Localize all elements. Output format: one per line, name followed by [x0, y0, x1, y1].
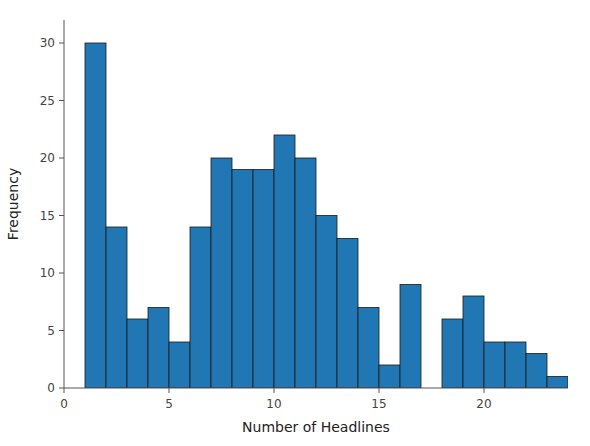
bar [295, 158, 316, 388]
y-tick [59, 388, 64, 389]
x-tick [379, 388, 380, 393]
y-axis-line [64, 20, 65, 388]
bar [211, 158, 232, 388]
bar [169, 342, 190, 388]
y-tick-label: 5 [47, 324, 55, 338]
bar [358, 308, 379, 389]
x-tick-label: 20 [476, 397, 491, 411]
bar [190, 227, 211, 388]
x-tick-label: 10 [266, 397, 281, 411]
x-tick-label: 0 [60, 397, 68, 411]
chart-container: 0 5 10 15 20 0 5 10 15 20 25 30 Number of Headlines F… [0, 0, 590, 446]
bar [106, 227, 127, 388]
y-tick [59, 330, 64, 331]
bar [85, 43, 106, 388]
bar [253, 170, 274, 389]
x-axis-label: Number of Headlines [242, 419, 390, 435]
bar [337, 239, 358, 389]
bar [127, 319, 148, 388]
y-tick-label: 0 [47, 381, 55, 395]
bars [85, 43, 568, 388]
x-tick-label: 5 [165, 397, 173, 411]
bar [442, 319, 463, 388]
bar [148, 308, 169, 389]
bar [400, 285, 421, 389]
bar [505, 342, 526, 388]
y-axis-label: Frequency [5, 168, 21, 240]
bar [379, 365, 400, 388]
y-tick-label: 15 [40, 209, 55, 223]
bar [274, 135, 295, 388]
chart-svg: 0 5 10 15 20 0 5 10 15 20 25 30 Number of Headlines F… [0, 0, 590, 446]
y-tick [59, 273, 64, 274]
bar [463, 296, 484, 388]
x-axis-line [64, 388, 568, 389]
bar [316, 216, 337, 389]
y-tick [59, 215, 64, 216]
x-tick-label: 15 [371, 397, 386, 411]
y-tick [59, 100, 64, 101]
bar [232, 170, 253, 389]
bar [484, 342, 505, 388]
bar [547, 377, 568, 389]
x-tick [64, 388, 65, 393]
bar [526, 354, 547, 389]
y-tick [59, 43, 64, 44]
y-tick-label: 30 [40, 36, 55, 50]
y-tick-label: 10 [40, 266, 55, 280]
y-tick [59, 158, 64, 159]
axes: 0 5 10 15 20 0 5 10 15 20 25 30 [40, 20, 568, 411]
y-tick-label: 20 [40, 151, 55, 165]
y-tick-label: 25 [40, 94, 55, 108]
x-tick [169, 388, 170, 393]
x-tick [274, 388, 275, 393]
x-tick [484, 388, 485, 393]
